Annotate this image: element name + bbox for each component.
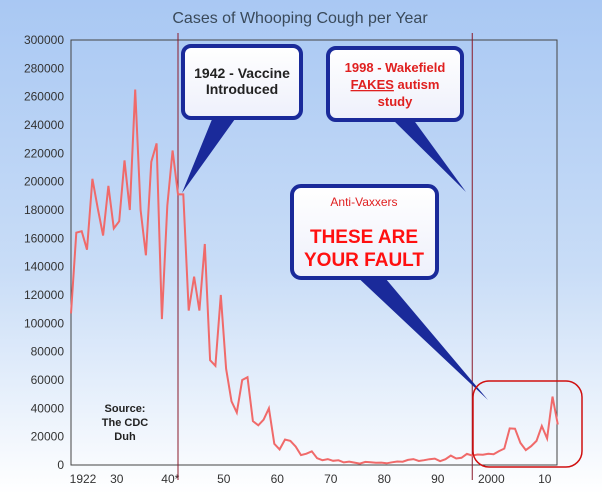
y-tick-label: 0 [57, 458, 64, 472]
callout-antivax-big2: YOUR FAULT [304, 250, 424, 271]
highlight-circle [472, 380, 583, 468]
y-tick-label: 300000 [24, 33, 64, 47]
callout-wakefield: 1998 - Wakefield FAKES autism study [326, 46, 466, 192]
source-line2: The CDC [102, 417, 149, 429]
x-tick-label: 90 [431, 472, 445, 486]
y-tick-label: 280000 [24, 61, 64, 75]
x-tick-label: 1922 [70, 472, 97, 486]
chart-title: Cases of Whooping Cough per Year [172, 10, 428, 27]
y-tick-label: 260000 [24, 90, 64, 104]
y-tick-label: 80000 [31, 345, 65, 359]
y-tick-label: 200000 [24, 175, 64, 189]
y-tick-label: 240000 [24, 118, 64, 132]
x-tick-label: 50 [217, 472, 231, 486]
series-line-cases [70, 89, 559, 465]
y-tick-label: 160000 [24, 231, 64, 245]
y-tick-label: 40000 [31, 401, 65, 415]
autism-word: autism [394, 77, 440, 92]
y-tick-label: 140000 [24, 260, 64, 274]
y-tick-label: 60000 [31, 373, 65, 387]
y-tick-label: 120000 [24, 288, 64, 302]
x-tick-label: 80 [378, 472, 392, 486]
callout-vaccine-line1: 1942 - Vaccine [194, 65, 290, 81]
callout-wakefield-line3: study [378, 94, 413, 109]
y-tick-label: 180000 [24, 203, 64, 217]
y-tick-label: 20000 [31, 430, 65, 444]
callout-wakefield-line1: 1998 - Wakefield [345, 60, 446, 75]
callout-wakefield-line2: FAKES autism [351, 77, 440, 92]
x-tick-label: 10 [538, 472, 552, 486]
x-tick-label: 30 [110, 472, 124, 486]
fakes-word: FAKES [351, 77, 395, 92]
y-tick-label: 220000 [24, 146, 64, 160]
callout-antivax-small: Anti-Vaxxers [330, 195, 397, 209]
callout-vaccine-line2: Introduced [206, 81, 278, 97]
source-line3: Duh [114, 431, 136, 443]
source-line1: Source: [105, 403, 146, 415]
y-tick-label: 100000 [24, 316, 64, 330]
x-tick-label: 70 [324, 472, 338, 486]
x-tick-label: 40* [161, 472, 179, 486]
plot-area [70, 39, 558, 466]
x-tick-label: 60 [271, 472, 285, 486]
callout-vaccine: 1942 - Vaccine Introduced [181, 44, 303, 193]
x-tick-label: 2000 [478, 472, 505, 486]
source-note: Source: The CDC Duh [102, 403, 149, 443]
callout-antivax-big1: THESE ARE [310, 227, 418, 248]
callout-antivax: Anti-Vaxxers THESE ARE YOUR FAULT [290, 184, 488, 400]
